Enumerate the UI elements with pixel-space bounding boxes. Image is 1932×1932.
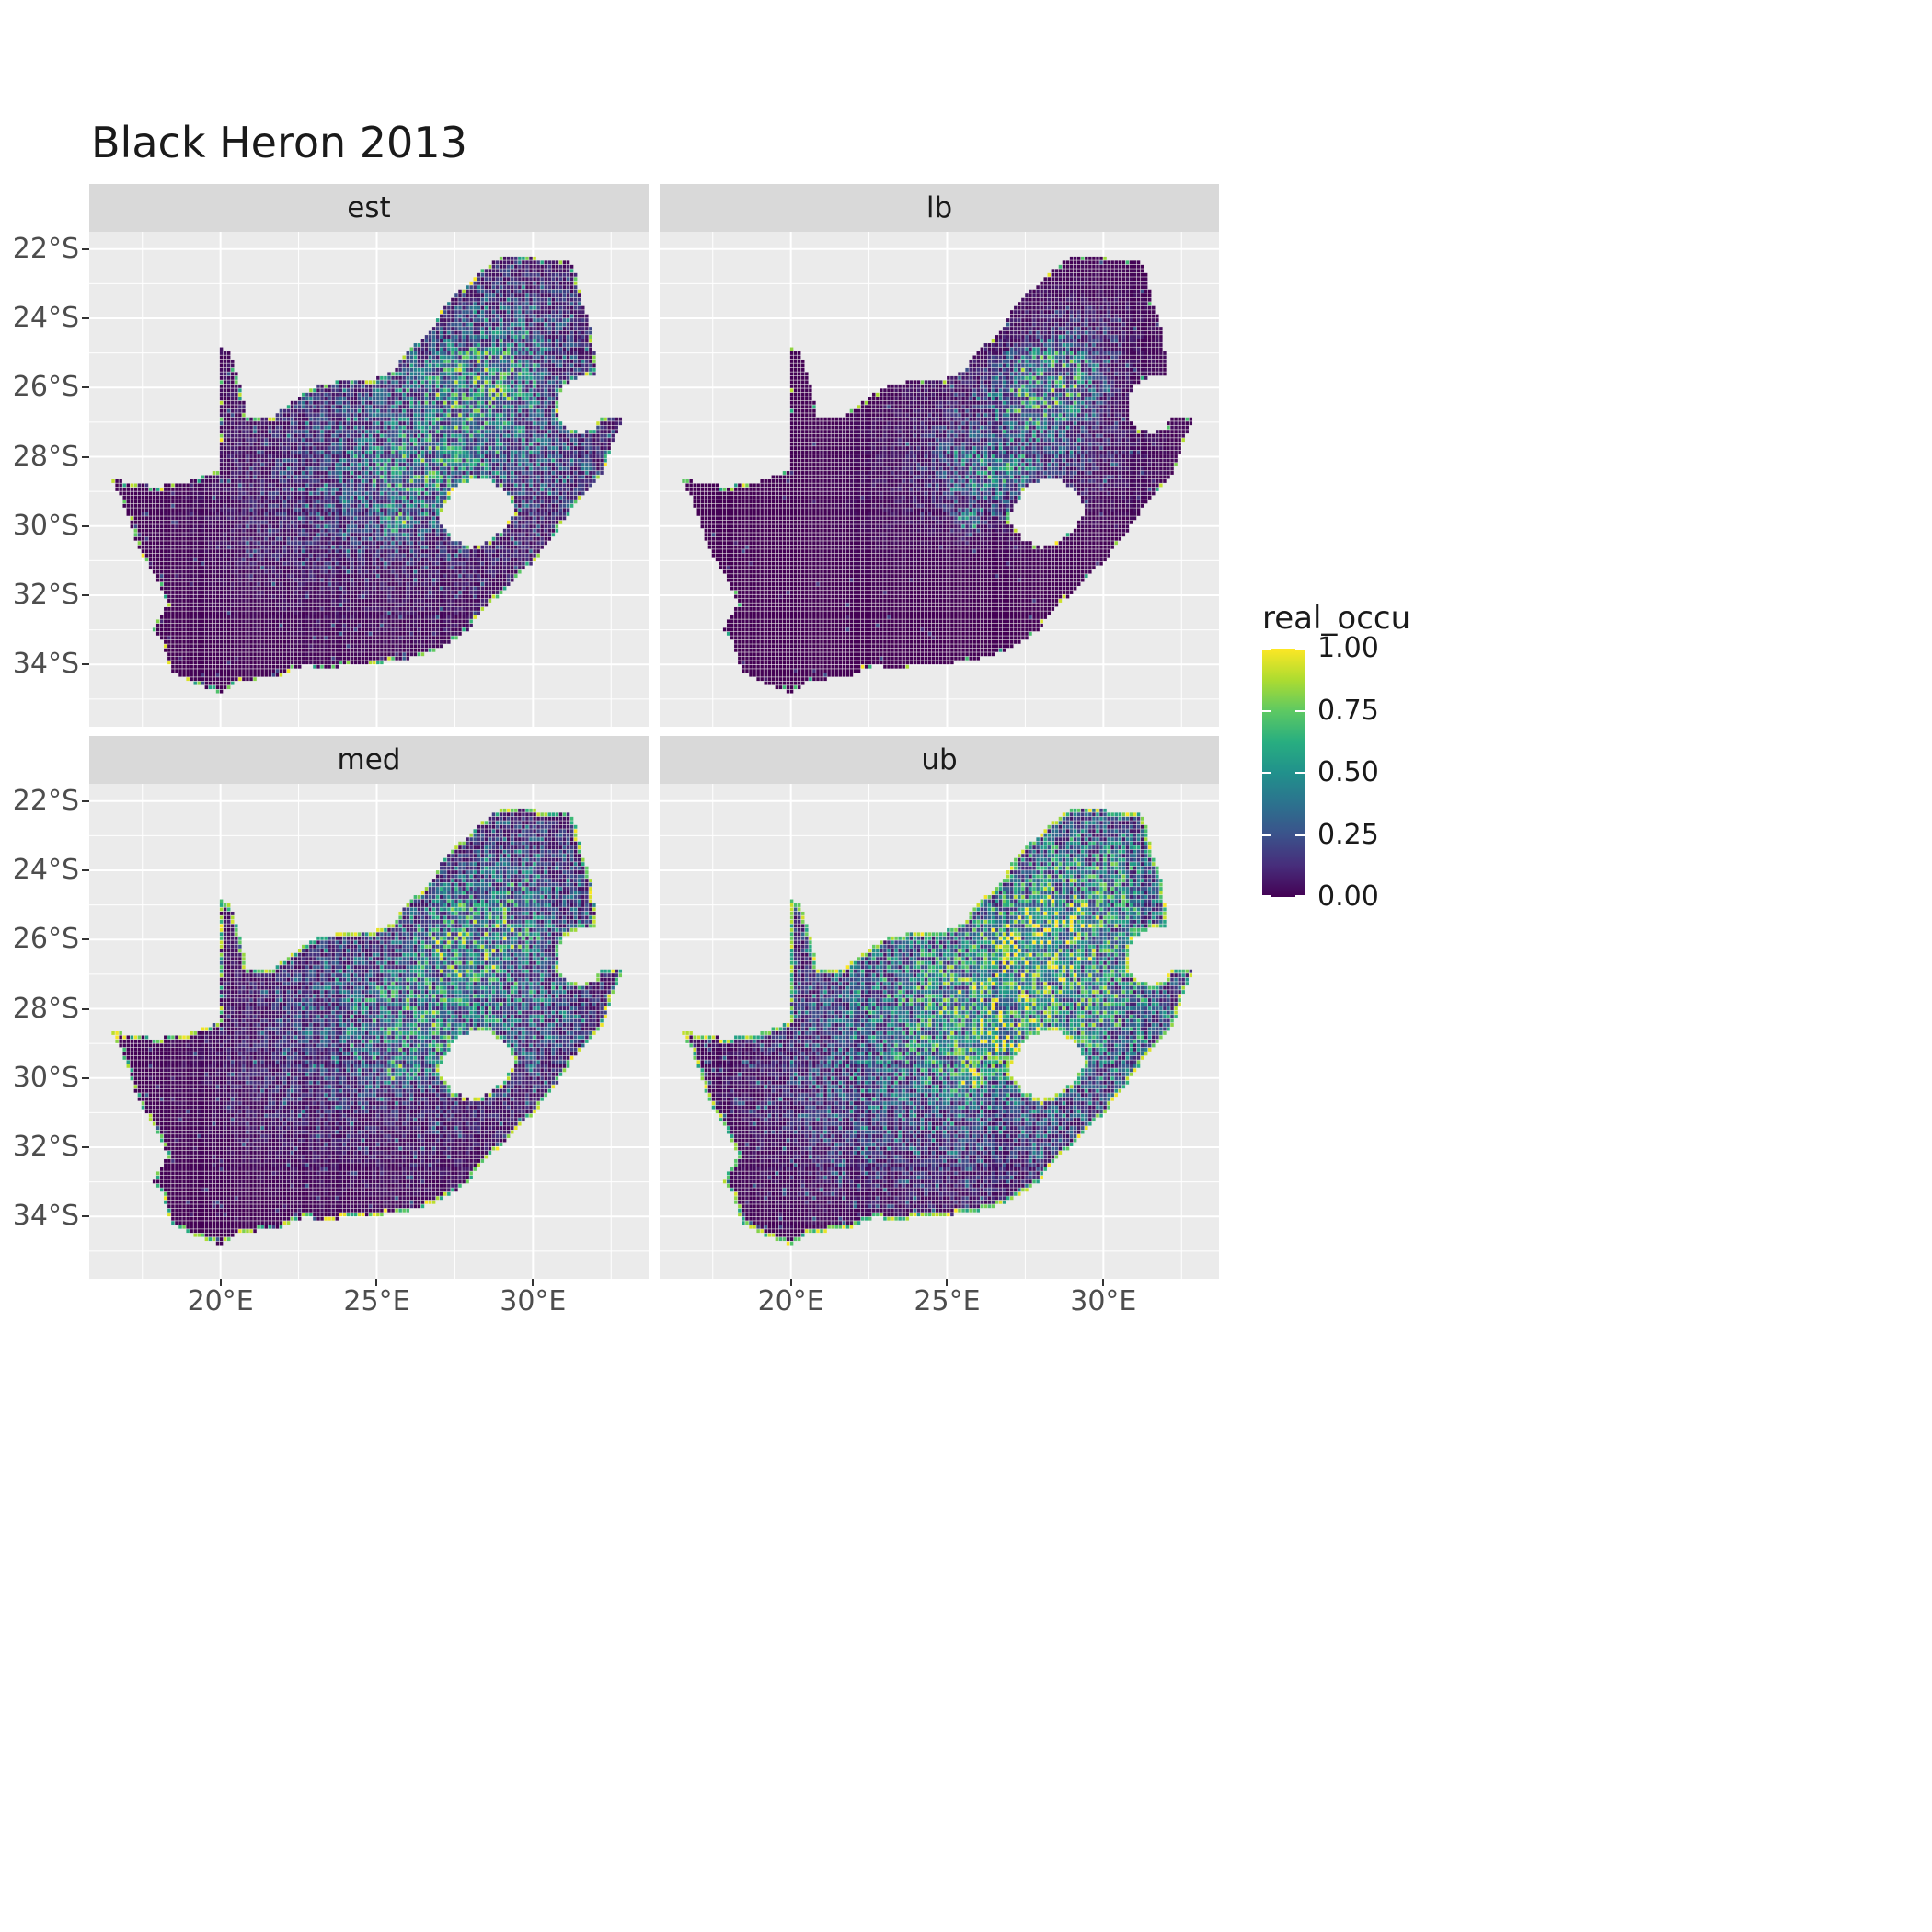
y-tick-mark bbox=[82, 799, 89, 802]
y-tick-label: 26°S bbox=[12, 923, 79, 956]
y-tick-label: 30°S bbox=[12, 509, 79, 542]
y-tick-label: 32°S bbox=[12, 579, 79, 612]
legend-tick-label: 0.25 bbox=[1317, 818, 1379, 851]
x-tick-mark bbox=[1102, 1279, 1105, 1286]
facet-label-med: med bbox=[337, 743, 401, 776]
y-tick-mark bbox=[82, 1076, 89, 1079]
facet-label-lb: lb bbox=[926, 191, 953, 224]
y-tick-label: 34°S bbox=[12, 1200, 79, 1233]
x-tick-mark bbox=[946, 1279, 949, 1286]
x-tick-mark bbox=[219, 1279, 222, 1286]
legend-title: real_occu bbox=[1262, 600, 1411, 637]
legend-bar-tick bbox=[1295, 709, 1305, 712]
y-tick-label: 32°S bbox=[12, 1131, 79, 1164]
y-tick-mark bbox=[82, 938, 89, 941]
facet-strip-lb: lb bbox=[660, 184, 1219, 232]
legend-bar-tick bbox=[1295, 649, 1305, 650]
y-tick-label: 26°S bbox=[12, 371, 79, 404]
legend-tick-label: 0.50 bbox=[1317, 756, 1379, 788]
x-tick-label: 25°E bbox=[343, 1285, 410, 1317]
legend-tick-label: 0.00 bbox=[1317, 880, 1379, 913]
x-tick-mark bbox=[532, 1279, 535, 1286]
plot-title: Black Heron 2013 bbox=[91, 118, 467, 167]
y-tick-mark bbox=[82, 1215, 89, 1218]
y-tick-mark bbox=[82, 317, 89, 320]
y-tick-mark bbox=[82, 524, 89, 527]
y-tick-mark bbox=[82, 594, 89, 597]
y-tick-mark bbox=[82, 247, 89, 250]
facet-strip-med: med bbox=[89, 736, 649, 784]
map-panel-med bbox=[89, 784, 649, 1279]
y-tick-label: 28°S bbox=[12, 992, 79, 1025]
map-panel-ub bbox=[660, 784, 1219, 1279]
legend-bar-tick bbox=[1262, 649, 1271, 650]
y-tick-label: 22°S bbox=[12, 232, 79, 265]
facet-label-est: est bbox=[347, 191, 391, 224]
legend-bar-tick bbox=[1262, 834, 1271, 836]
legend-tick-label: 0.75 bbox=[1317, 694, 1379, 727]
legend-bar-tick bbox=[1262, 895, 1271, 897]
x-tick-label: 30°E bbox=[500, 1285, 567, 1317]
x-tick-label: 30°E bbox=[1070, 1285, 1137, 1317]
y-tick-mark bbox=[82, 455, 89, 458]
facet-label-ub: ub bbox=[921, 743, 958, 776]
y-tick-mark bbox=[82, 663, 89, 666]
y-tick-label: 24°S bbox=[12, 302, 79, 335]
y-tick-label: 34°S bbox=[12, 648, 79, 681]
x-tick-mark bbox=[789, 1279, 792, 1286]
facet-strip-est: est bbox=[89, 184, 649, 232]
y-tick-mark bbox=[82, 869, 89, 872]
x-tick-label: 20°E bbox=[757, 1285, 824, 1317]
y-tick-label: 28°S bbox=[12, 440, 79, 473]
legend-bar-tick bbox=[1295, 895, 1305, 897]
legend-colorbar bbox=[1262, 649, 1305, 897]
facet-strip-ub: ub bbox=[660, 736, 1219, 784]
legend-bar-tick bbox=[1295, 772, 1305, 774]
legend-bar-tick bbox=[1262, 772, 1271, 774]
x-tick-mark bbox=[375, 1279, 378, 1286]
legend-bar-tick bbox=[1262, 709, 1271, 712]
map-panel-lb bbox=[660, 232, 1219, 727]
y-tick-mark bbox=[82, 386, 89, 389]
legend-bar-tick bbox=[1295, 834, 1305, 836]
legend: real_occu 1.00 0.75 0.50 0.25 0.00 bbox=[1259, 600, 1479, 986]
x-tick-label: 25°E bbox=[914, 1285, 981, 1317]
y-tick-mark bbox=[82, 1007, 89, 1010]
y-tick-label: 22°S bbox=[12, 784, 79, 817]
x-tick-label: 20°E bbox=[187, 1285, 254, 1317]
y-tick-label: 24°S bbox=[12, 854, 79, 887]
legend-tick-label: 1.00 bbox=[1317, 632, 1379, 664]
y-tick-label: 30°S bbox=[12, 1061, 79, 1094]
map-panel-est bbox=[89, 232, 649, 727]
y-tick-mark bbox=[82, 1146, 89, 1149]
